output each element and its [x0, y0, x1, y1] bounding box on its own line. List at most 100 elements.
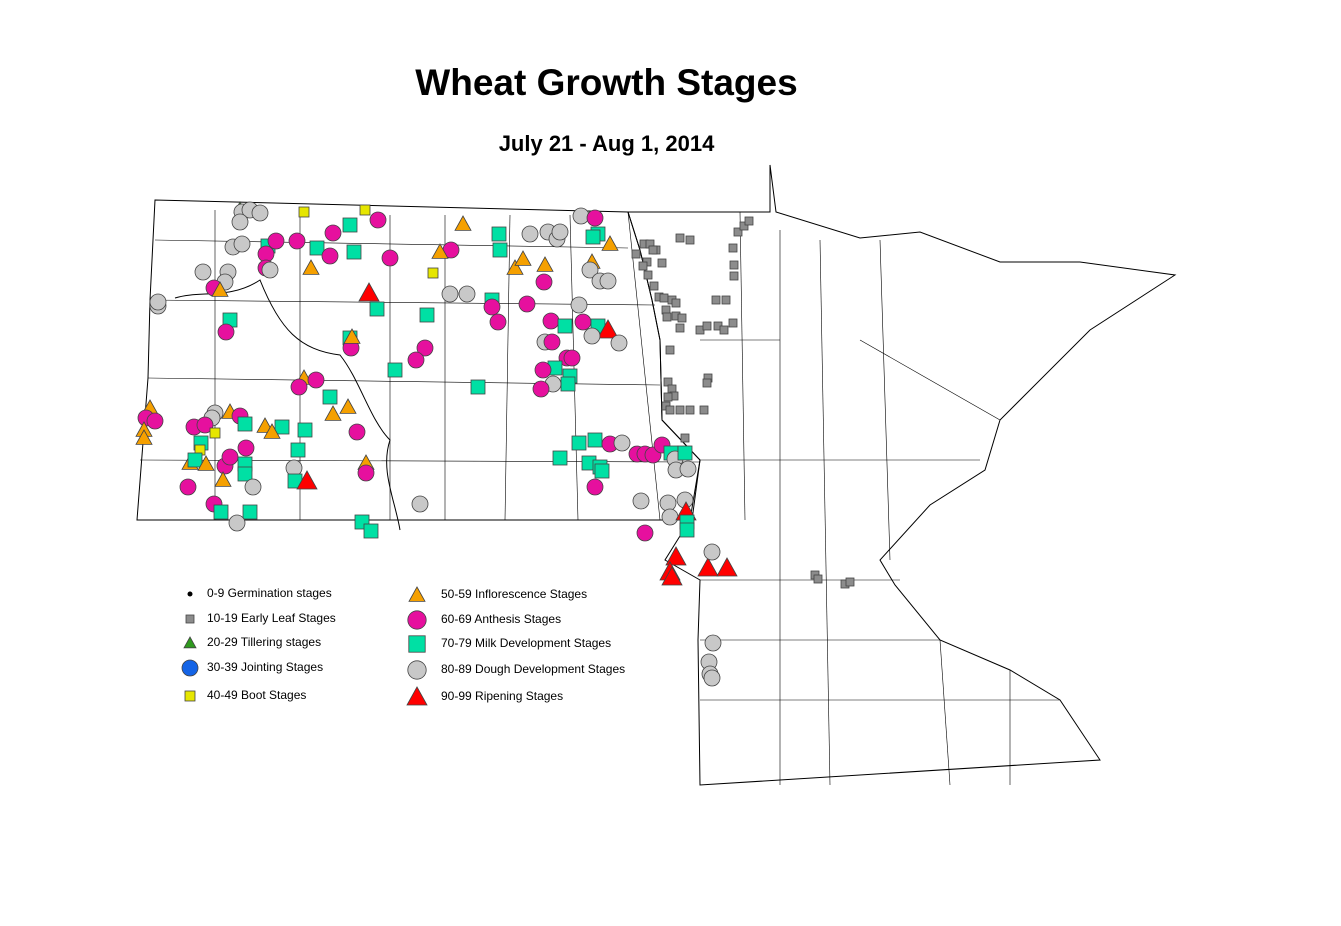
marker-square: [594, 463, 610, 479]
marker-square: [369, 301, 385, 317]
marker-square: [739, 221, 749, 231]
marker-circle: [581, 261, 599, 279]
legend-item-label: 40-49 Boot Stages: [207, 688, 307, 702]
marker-circle: [613, 434, 631, 452]
marker-circle: [244, 478, 262, 496]
marker-square: [649, 281, 659, 291]
marker-square: [242, 504, 258, 520]
marker-circle: [221, 448, 239, 466]
marker-triangle: [506, 259, 524, 275]
marker-circle: [194, 263, 212, 281]
marker-circle: [441, 285, 459, 303]
marker-triangle: [408, 586, 426, 602]
marker-square: [237, 466, 253, 482]
marker-circle: [196, 416, 214, 434]
legend-symbols: [181, 586, 428, 706]
marker-triangle: [431, 243, 449, 259]
marker-square: [184, 690, 196, 702]
marker-square: [728, 318, 738, 328]
legend-item-label: 30-39 Jointing Stages: [207, 660, 324, 674]
marker-square: [662, 312, 672, 322]
marker-square: [587, 432, 603, 448]
marker-square: [744, 216, 754, 226]
marker-circle: [542, 312, 560, 330]
marker-square: [297, 422, 313, 438]
marker-square: [274, 419, 290, 435]
marker-square: [571, 435, 587, 451]
marker-square: [721, 295, 731, 305]
marker-square: [427, 267, 439, 279]
marker-circle: [217, 323, 235, 341]
marker-circle: [407, 351, 425, 369]
marker-circle: [704, 634, 722, 652]
marker-triangle: [406, 686, 428, 706]
marker-circle: [288, 232, 306, 250]
marker-triangle: [536, 256, 554, 272]
marker-square: [560, 376, 576, 392]
marker-circle: [543, 333, 561, 351]
marker-square: [237, 416, 253, 432]
marker-circle: [570, 296, 588, 314]
marker-triangle: [358, 282, 380, 302]
marker-square: [187, 452, 203, 468]
marker-circle: [458, 285, 476, 303]
marker-triangle: [214, 471, 232, 487]
marker-circle: [661, 508, 679, 526]
marker-circle: [321, 247, 339, 265]
marker-square: [643, 270, 653, 280]
marker-triangle: [514, 250, 532, 266]
marker-square: [711, 295, 721, 305]
marker-square: [729, 271, 739, 281]
marker-circle: [231, 213, 249, 231]
marker-square: [557, 318, 573, 334]
marker-circle: [267, 232, 285, 250]
marker-triangle: [716, 557, 738, 577]
marker-triangle: [296, 470, 318, 490]
marker-triangle: [183, 636, 197, 649]
marker-triangle: [197, 455, 215, 471]
marker-circle: [251, 204, 269, 222]
marker-square: [363, 523, 379, 539]
marker-square: [702, 378, 712, 388]
marker-triangle: [597, 319, 619, 339]
marker-square: [322, 389, 338, 405]
marker-square: [342, 217, 358, 233]
marker-circle: [532, 380, 550, 398]
marker-square: [675, 405, 685, 415]
marker-circle: [411, 495, 429, 513]
marker-square: [638, 261, 648, 271]
marker-circle: [551, 223, 569, 241]
marker-circle: [381, 249, 399, 267]
legend-item-label: 50-59 Inflorescence Stages: [441, 587, 588, 601]
marker-triangle: [454, 215, 472, 231]
marker-triangle: [665, 546, 687, 566]
marker-circle: [237, 439, 255, 457]
marker-square: [677, 313, 687, 323]
marker-square: [359, 204, 371, 216]
marker-square: [470, 379, 486, 395]
marker-square: [492, 242, 508, 258]
marker-triangle: [211, 281, 229, 297]
map-subtitle: July 21 - Aug 1, 2014: [498, 131, 715, 156]
marker-circle: [659, 494, 677, 512]
marker-triangle: [601, 235, 619, 251]
marker-circle: [369, 211, 387, 229]
marker-dot: [187, 591, 193, 597]
marker-square: [419, 307, 435, 323]
marker-square: [675, 233, 685, 243]
marker-circle: [407, 610, 427, 630]
marker-circle: [703, 543, 721, 561]
marker-circle: [416, 339, 434, 357]
marker-circle: [233, 235, 251, 253]
marker-square: [679, 522, 695, 538]
marker-circle: [586, 478, 604, 496]
marker-circle: [149, 293, 167, 311]
marker-triangle: [661, 566, 683, 586]
marker-circle: [535, 273, 553, 291]
marker-circle: [521, 225, 539, 243]
marker-circle: [518, 295, 536, 313]
marker-circle: [290, 378, 308, 396]
observation-markers: [135, 201, 855, 687]
marker-square: [659, 293, 669, 303]
